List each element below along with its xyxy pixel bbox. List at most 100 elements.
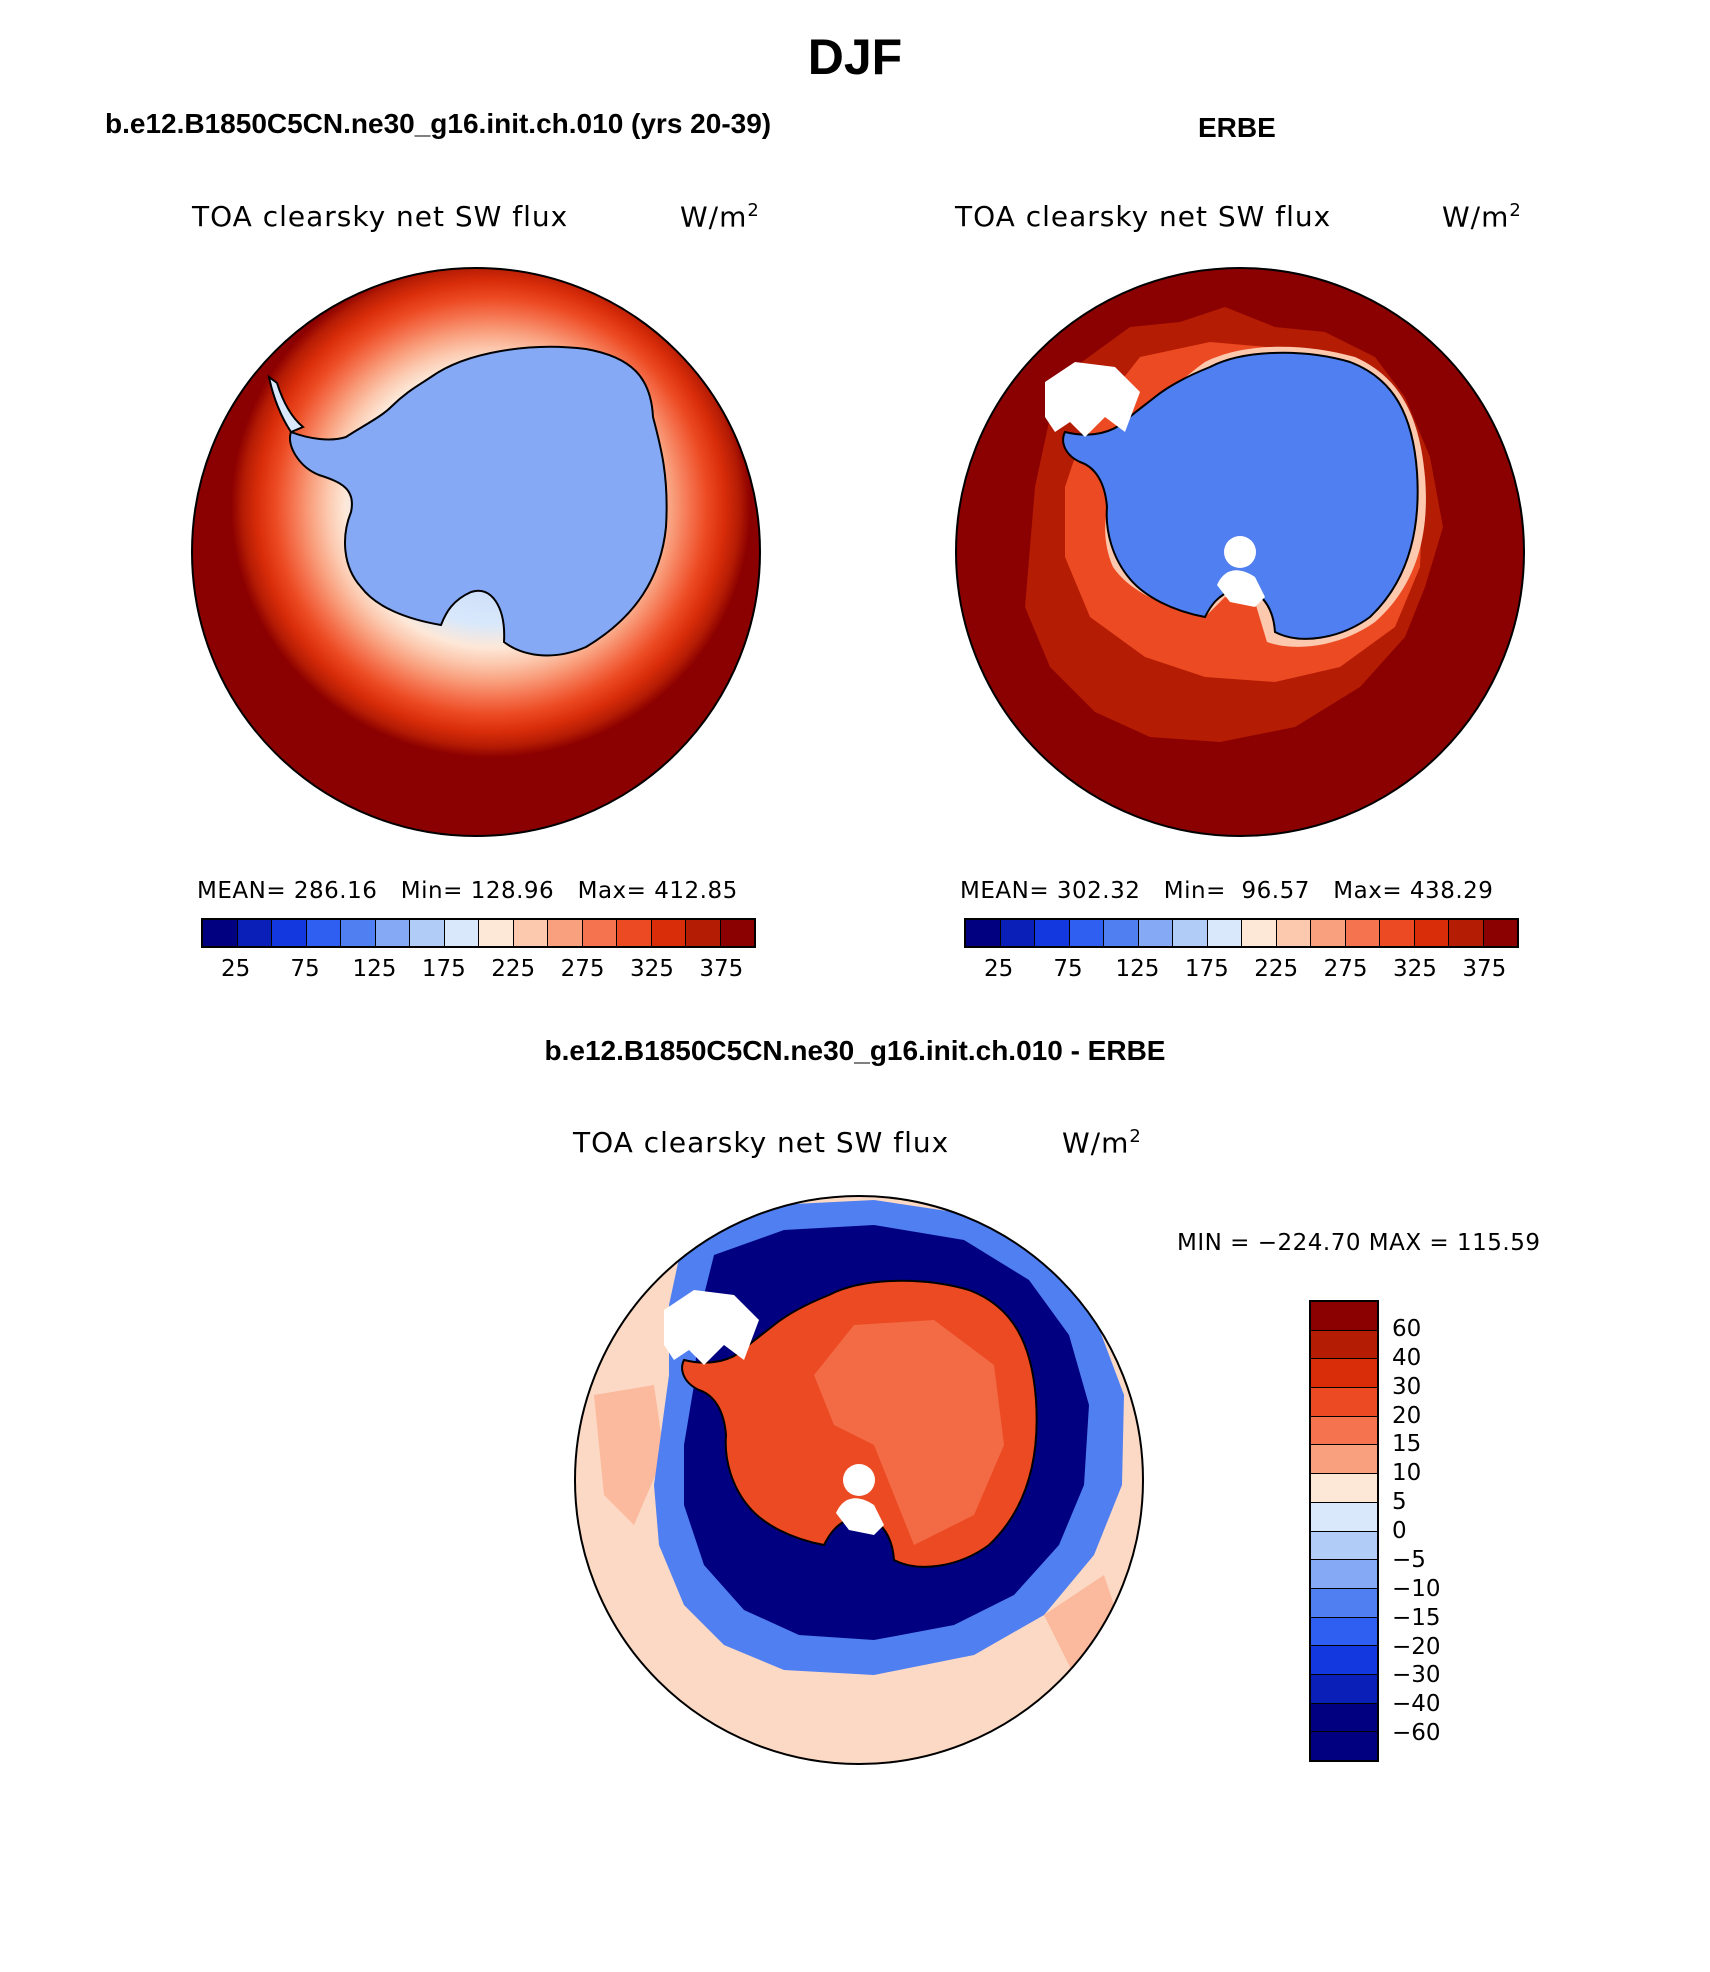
panel-3-land-interior-light — [814, 1320, 1004, 1545]
panel-1-map-border — [191, 267, 761, 837]
colorbar-swatch — [1000, 920, 1035, 946]
panel-3-missing-data-ross — [836, 1498, 884, 1535]
colorbar-swatch — [1311, 1703, 1377, 1733]
colorbar-swatch — [1311, 1445, 1377, 1475]
panel-2-stats: MEAN= 302.32 Min= 96.57 Max= 438.29 — [960, 878, 1494, 904]
colorbar-swatch — [651, 920, 686, 946]
colorbar-tick-label: −20 — [1392, 1633, 1441, 1660]
colorbar-swatch — [1311, 1359, 1377, 1389]
colorbar-tick-label: 40 — [1392, 1344, 1422, 1371]
colorbar-swatch — [1138, 920, 1173, 946]
panel-1-units: W/m2 — [680, 200, 760, 234]
colorbar-swatch — [548, 920, 583, 946]
colorbar-tick-label: 325 — [1392, 956, 1437, 982]
colorbar-swatch — [1311, 1388, 1377, 1417]
colorbar-swatch — [1311, 1617, 1377, 1647]
colorbar-swatch — [1311, 1416, 1377, 1446]
colorbar-swatch — [1311, 1674, 1377, 1704]
panel-2-colorbar-ticks: 25 75 125 175 225 275 325 375 — [964, 956, 1519, 986]
colorbar-tick-label: −10 — [1392, 1575, 1441, 1602]
panel-3-variable-label: TOA clearsky net SW flux — [573, 1126, 950, 1159]
colorbar-swatch — [1311, 1531, 1377, 1561]
colorbar-tick-label: 10 — [1392, 1460, 1422, 1487]
colorbar-swatch — [444, 920, 479, 946]
panel-1-title: b.e12.B1850C5CN.ne30_g16.init.ch.010 (yr… — [105, 108, 772, 139]
colorbar-swatch — [1035, 920, 1070, 946]
colorbar-tick-label: −15 — [1392, 1604, 1441, 1631]
colorbar-swatch — [1311, 920, 1346, 946]
panel-3-polar-map — [574, 1195, 1144, 1765]
colorbar-tick-label: 175 — [1184, 956, 1229, 982]
colorbar-tick-label: 25 — [221, 956, 251, 982]
colorbar-swatch — [1311, 1502, 1377, 1532]
colorbar-swatch — [341, 920, 376, 946]
panel-1-polar-map — [191, 267, 761, 837]
colorbar-tick-label: 20 — [1392, 1402, 1422, 1429]
panel-3-missing-data-peninsula — [664, 1290, 759, 1365]
colorbar-swatch — [237, 920, 272, 946]
colorbar-tick-label: 25 — [984, 956, 1014, 982]
colorbar-tick-label: 225 — [491, 956, 536, 982]
panel-1-variable-label: TOA clearsky net SW flux — [192, 200, 569, 233]
colorbar-swatch — [617, 920, 652, 946]
colorbar-swatch — [1276, 920, 1311, 946]
colorbar-swatch — [582, 920, 617, 946]
colorbar-tick-label: 125 — [1115, 956, 1160, 982]
colorbar-swatch — [306, 920, 341, 946]
colorbar-swatch — [1311, 1330, 1377, 1360]
colorbar-swatch — [1483, 920, 1517, 946]
colorbar-swatch — [1414, 920, 1449, 946]
colorbar-tick-label: 175 — [421, 956, 466, 982]
colorbar-tick-label: 30 — [1392, 1373, 1422, 1400]
colorbar-swatch — [1311, 1474, 1377, 1503]
panel-3-ocean-patch-salmon — [594, 1385, 1124, 1675]
panel-2-units: W/m2 — [1442, 200, 1522, 234]
panel-1-colorbar — [201, 918, 756, 948]
colorbar-swatch — [1311, 1588, 1377, 1618]
panel-3-colorbar — [1309, 1300, 1379, 1762]
panel-2-missing-data-peninsula — [1045, 362, 1140, 437]
colorbar-tick-label: 75 — [1053, 956, 1083, 982]
colorbar-swatch — [1345, 920, 1380, 946]
colorbar-swatch — [1311, 1732, 1377, 1760]
panel-1-peninsula — [267, 374, 305, 434]
colorbar-swatch — [1173, 920, 1208, 946]
colorbar-swatch — [1311, 1302, 1377, 1331]
panel-2-variable-label: TOA clearsky net SW flux — [955, 200, 1332, 233]
panel-3-units: W/m2 — [1062, 1126, 1142, 1160]
colorbar-tick-label: 125 — [352, 956, 397, 982]
colorbar-tick-label: 60 — [1392, 1315, 1422, 1342]
colorbar-swatch — [1207, 920, 1242, 946]
colorbar-swatch — [203, 920, 238, 946]
colorbar-swatch — [1242, 920, 1277, 946]
colorbar-swatch — [410, 920, 445, 946]
panel-3-stats: MIN = −224.70 MAX = 115.59 — [1177, 1230, 1541, 1256]
panel-1-antarctica-landmass — [288, 345, 668, 657]
colorbar-swatch — [686, 920, 721, 946]
colorbar-swatch — [513, 920, 548, 946]
colorbar-tick-label: 275 — [560, 956, 605, 982]
colorbar-tick-label: 75 — [290, 956, 320, 982]
colorbar-tick-label: 5 — [1392, 1489, 1407, 1516]
panel-3-colorbar-ticks: 60 40 30 20 15 10 5 0 −5 −10 −15 −20 −30 −40 −60 — [1392, 1300, 1472, 1762]
panel-3-pole-hole — [843, 1464, 875, 1496]
panel-2-pole-hole — [1224, 536, 1256, 568]
panel-3-title: b.e12.B1850C5CN.ne30_g16.init.ch.010 - E… — [544, 1035, 1166, 1066]
panel-1-colorbar-ticks: 25 75 125 175 225 275 325 375 — [201, 956, 756, 986]
colorbar-tick-label: 0 — [1392, 1518, 1407, 1544]
colorbar-tick-label: 275 — [1323, 956, 1368, 982]
colorbar-tick-label: −60 — [1392, 1720, 1441, 1747]
colorbar-tick-label: 15 — [1392, 1431, 1422, 1458]
colorbar-swatch — [479, 920, 514, 946]
colorbar-tick-label: −40 — [1392, 1691, 1441, 1718]
panel-2-polar-map — [955, 267, 1525, 837]
panel-1-stats: MEAN= 286.16 Min= 128.96 Max= 412.85 — [197, 878, 738, 904]
colorbar-tick-label: 225 — [1254, 956, 1299, 982]
colorbar-swatch — [1104, 920, 1139, 946]
colorbar-swatch — [375, 920, 410, 946]
colorbar-tick-label: −5 — [1392, 1546, 1426, 1573]
colorbar-swatch — [1380, 920, 1415, 946]
panel-2-map-border — [955, 267, 1525, 837]
colorbar-tick-label: −30 — [1392, 1662, 1441, 1689]
page-title: DJF — [807, 29, 903, 85]
